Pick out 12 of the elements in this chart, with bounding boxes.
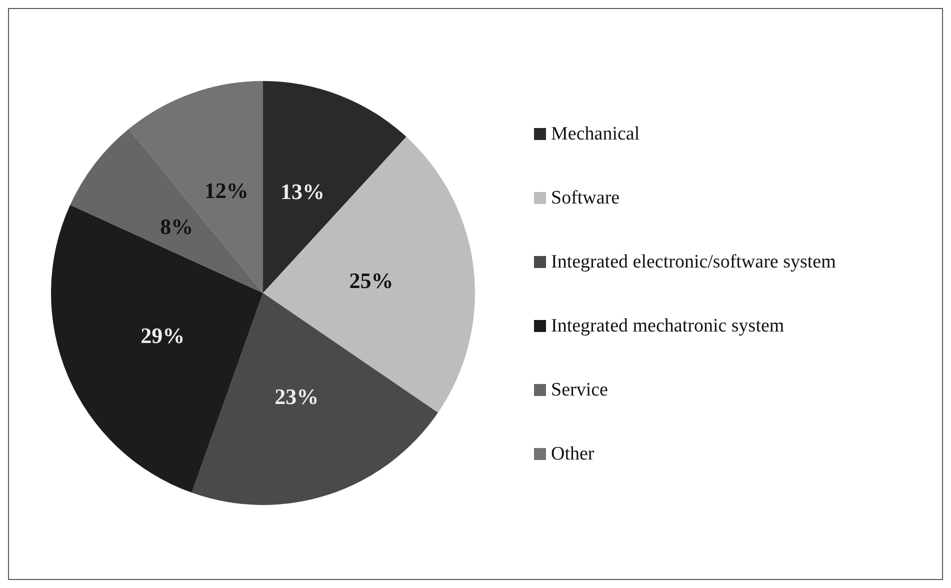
legend-label: Integrated mechatronic system <box>551 316 784 336</box>
legend-label: Other <box>551 444 595 464</box>
data-label: 29% <box>140 322 185 348</box>
legend-label: Mechanical <box>551 124 640 144</box>
legend-label: Software <box>551 188 620 208</box>
data-label: 12% <box>204 178 248 203</box>
legend-label: Service <box>551 380 608 400</box>
data-label: 8% <box>160 214 194 239</box>
data-label: 13% <box>280 178 325 204</box>
legend-label: Integrated electronic/software system <box>551 252 836 272</box>
data-label: 23% <box>274 384 319 410</box>
data-label: 25% <box>349 268 394 294</box>
